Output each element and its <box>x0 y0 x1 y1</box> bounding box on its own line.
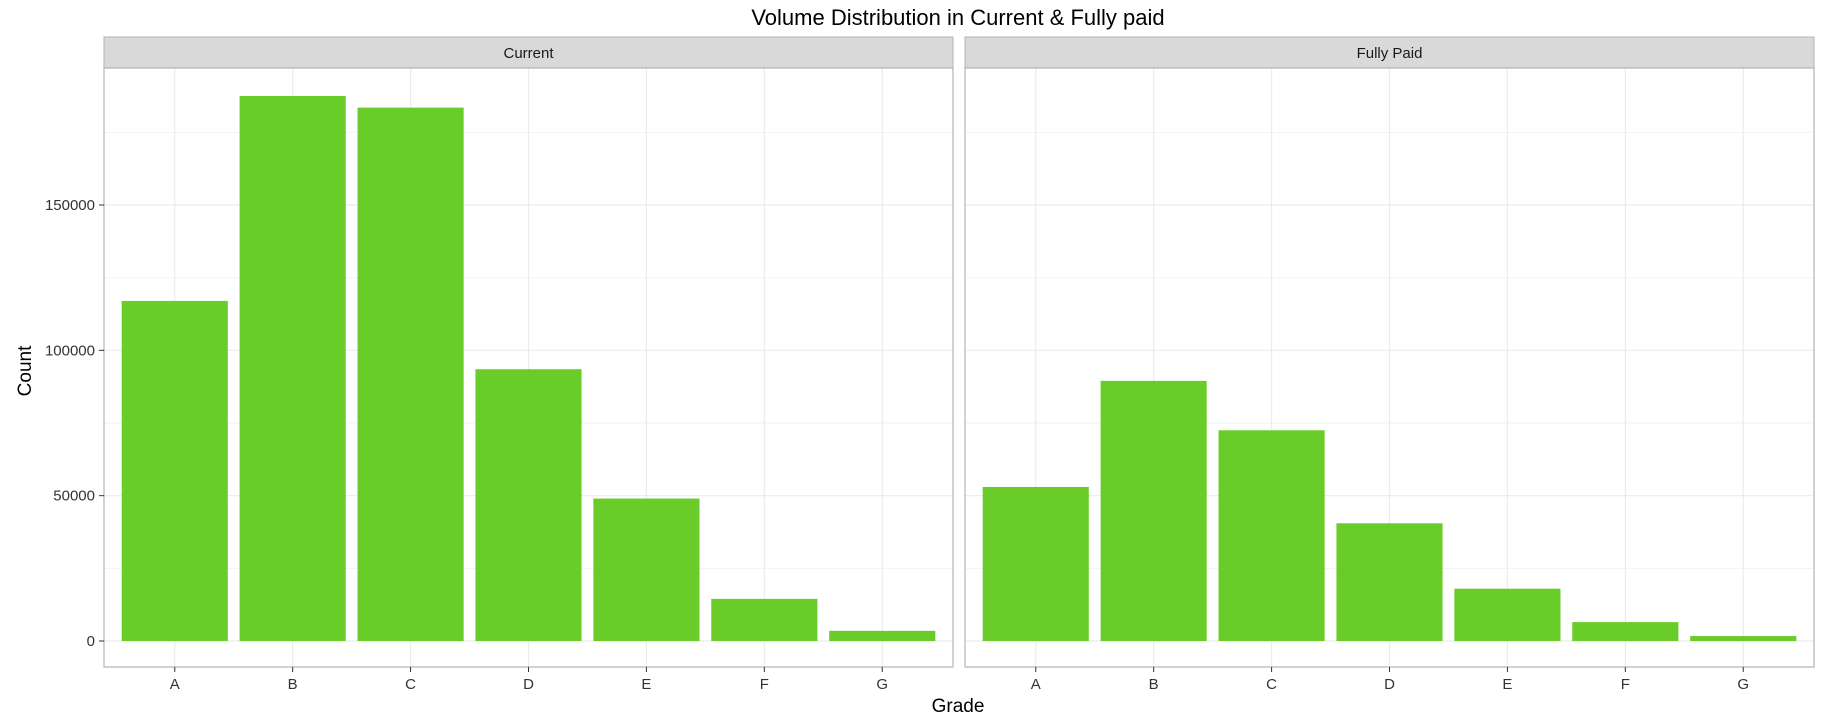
y-tick-label: 150000 <box>45 197 95 214</box>
x-tick-label: A <box>1031 676 1041 693</box>
bar-c <box>1218 430 1325 641</box>
x-tick-label: E <box>1502 676 1512 693</box>
facet-strip <box>964 36 1815 69</box>
facet-strip <box>103 36 954 69</box>
x-tick-label: A <box>170 676 180 693</box>
bar-a <box>982 486 1089 641</box>
bar-c <box>357 107 464 642</box>
x-tick-label: C <box>1266 676 1277 693</box>
x-tick-label: B <box>288 676 298 693</box>
bar-e <box>1454 588 1561 641</box>
facet-panel-current: Current A B C D E F G <box>103 36 954 693</box>
x-tick-label: C <box>405 676 416 693</box>
bar-b <box>239 96 346 641</box>
y-tick-label: 50000 <box>53 488 95 505</box>
x-axis-title: Grade <box>932 696 985 717</box>
y-axis: 0 50000 100000 150000 <box>45 197 104 650</box>
bar-d <box>1336 523 1443 641</box>
facet-strip-label: Fully Paid <box>1357 45 1423 62</box>
x-tick-label: F <box>1621 676 1630 693</box>
facet-strip-label: Current <box>503 45 554 62</box>
chart-title: Volume Distribution in Current & Fully p… <box>751 5 1164 30</box>
bar-a <box>121 300 228 641</box>
facet-panel-fully-paid: Fully Paid A B C D E F G <box>964 36 1815 693</box>
bar-b <box>1100 380 1207 641</box>
bar-g <box>1690 636 1797 641</box>
x-tick-label: G <box>876 676 888 693</box>
x-tick-label: D <box>1384 676 1395 693</box>
bar-f <box>1572 622 1679 641</box>
x-tick-label: D <box>523 676 534 693</box>
x-tick-label: E <box>641 676 651 693</box>
y-axis-title: Count <box>15 345 36 396</box>
bar-g <box>829 630 936 641</box>
y-tick-label: 0 <box>87 633 95 650</box>
bar-d <box>475 369 582 641</box>
bar-e <box>593 498 700 641</box>
x-tick-label: G <box>1737 676 1749 693</box>
x-tick-label: F <box>760 676 769 693</box>
x-tick-label: B <box>1149 676 1159 693</box>
y-tick-label: 100000 <box>45 342 95 359</box>
bar-f <box>711 598 818 641</box>
